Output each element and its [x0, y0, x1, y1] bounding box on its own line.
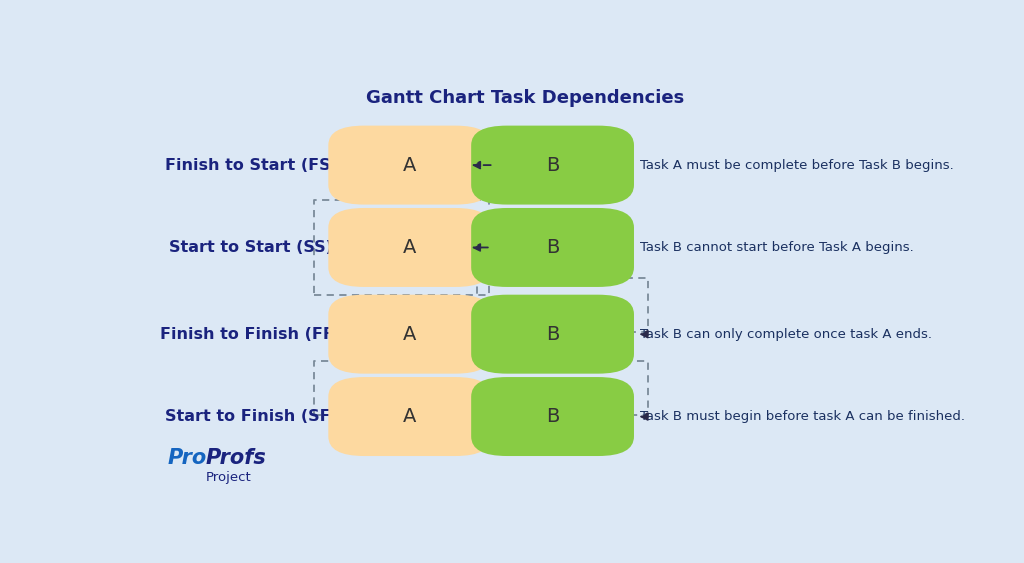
FancyBboxPatch shape [329, 208, 492, 287]
Text: A: A [403, 325, 417, 343]
Text: Task B can only complete once task A ends.: Task B can only complete once task A end… [640, 328, 932, 341]
Text: B: B [546, 238, 559, 257]
Text: Start to Start (SS): Start to Start (SS) [169, 240, 333, 255]
Text: B: B [546, 407, 559, 426]
Text: Profs: Profs [206, 448, 266, 468]
Text: Task A must be complete before Task B begins.: Task A must be complete before Task B be… [640, 159, 953, 172]
Text: Finish to Finish (FF): Finish to Finish (FF) [161, 327, 342, 342]
Text: Start to Finish (SF): Start to Finish (SF) [165, 409, 338, 424]
FancyBboxPatch shape [329, 126, 492, 204]
Text: Pro: Pro [168, 448, 207, 468]
FancyBboxPatch shape [471, 294, 634, 374]
FancyBboxPatch shape [329, 377, 492, 456]
Text: A: A [403, 407, 417, 426]
Text: A: A [403, 155, 417, 175]
Text: B: B [546, 155, 559, 175]
FancyBboxPatch shape [471, 377, 634, 456]
FancyBboxPatch shape [471, 126, 634, 204]
Text: Task B cannot start before Task A begins.: Task B cannot start before Task A begins… [640, 241, 913, 254]
FancyBboxPatch shape [329, 294, 492, 374]
Text: Finish to Start (FS): Finish to Start (FS) [165, 158, 338, 173]
FancyBboxPatch shape [471, 208, 634, 287]
Text: Gantt Chart Task Dependencies: Gantt Chart Task Dependencies [366, 89, 684, 107]
Text: B: B [546, 325, 559, 343]
Text: A: A [403, 238, 417, 257]
Text: Project: Project [206, 471, 252, 484]
Text: Task B must begin before task A can be finished.: Task B must begin before task A can be f… [640, 410, 965, 423]
